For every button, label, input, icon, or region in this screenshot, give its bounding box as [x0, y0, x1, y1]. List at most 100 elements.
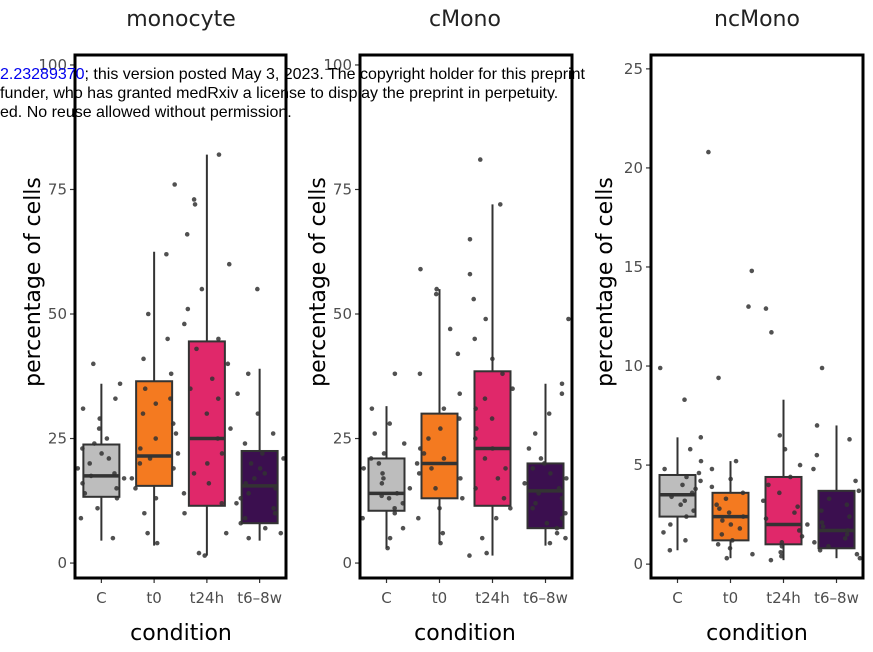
- data-point: [110, 535, 116, 541]
- data-point: [490, 446, 495, 451]
- data-point: [400, 500, 406, 506]
- data-point: [191, 471, 197, 476]
- data-point: [246, 535, 252, 541]
- data-point: [202, 553, 208, 558]
- data-point: [182, 510, 187, 516]
- data-point: [92, 441, 97, 446]
- data-point: [272, 510, 278, 516]
- doi-link[interactable]: 2.23289370: [0, 66, 85, 83]
- data-point: [779, 553, 784, 559]
- data-point: [460, 496, 465, 501]
- data-point: [544, 520, 550, 526]
- data-point: [563, 510, 568, 516]
- y-tick-label: 25: [333, 430, 352, 448]
- data-point: [215, 396, 221, 401]
- data-point: [682, 498, 688, 504]
- data-point: [262, 525, 268, 531]
- panel-ncmono: ncMono condition percentage of cells 0 5 1…: [593, 7, 865, 646]
- y-axis-title-cmono: percentage of cells: [306, 177, 331, 387]
- data-point: [691, 508, 696, 513]
- x-tick-label: t24h: [475, 589, 509, 607]
- data-point: [559, 381, 565, 387]
- data-point: [457, 416, 462, 421]
- data-point: [96, 426, 102, 431]
- data-point: [720, 518, 725, 523]
- y-tick-label: 10: [624, 357, 643, 375]
- data-point: [795, 504, 800, 509]
- data-point: [554, 525, 560, 531]
- box-cmono-3: [526, 462, 565, 530]
- data-point: [709, 466, 715, 472]
- data-point: [728, 476, 733, 482]
- data-point: [777, 433, 783, 438]
- data-point: [546, 411, 552, 416]
- data-point: [563, 535, 568, 541]
- data-point: [114, 496, 120, 501]
- data-point: [191, 197, 197, 202]
- data-point: [482, 396, 488, 401]
- data-point: [750, 551, 755, 557]
- data-point: [172, 182, 177, 187]
- data-point: [429, 466, 434, 471]
- data-point: [740, 490, 746, 496]
- data-point: [387, 535, 393, 541]
- panel-monocyte: monocyte condition percentage of cells 0…: [21, 7, 288, 646]
- data-point: [104, 436, 110, 441]
- data-point: [760, 498, 766, 504]
- data-point: [495, 476, 501, 481]
- data-point: [387, 421, 393, 426]
- data-point: [205, 461, 210, 466]
- data-point: [223, 530, 229, 536]
- data-point: [727, 545, 733, 551]
- data-point: [769, 330, 774, 335]
- data-point: [817, 547, 823, 553]
- data-point: [95, 505, 100, 511]
- data-point: [458, 476, 463, 481]
- data-point: [209, 376, 215, 382]
- data-point: [113, 396, 118, 401]
- box-cmono-0: [367, 457, 406, 512]
- data-point: [548, 471, 553, 476]
- data-point: [145, 311, 151, 317]
- data-point: [473, 426, 479, 431]
- data-point: [433, 291, 439, 297]
- data-point: [471, 296, 476, 302]
- data-point: [255, 286, 260, 292]
- x-tick-label: t6–8w: [814, 589, 859, 607]
- data-point: [559, 496, 565, 501]
- data-point: [97, 416, 103, 421]
- data-point: [472, 336, 478, 342]
- data-point: [820, 524, 826, 529]
- data-point: [717, 506, 722, 511]
- data-point: [248, 461, 254, 466]
- data-point: [400, 525, 406, 531]
- data-point: [826, 496, 832, 502]
- data-point: [368, 456, 374, 461]
- data-point: [749, 268, 755, 274]
- data-point: [238, 520, 244, 526]
- data-point: [184, 232, 190, 237]
- panel-frame-cmono: [358, 53, 574, 580]
- x-tick-label: C: [96, 589, 106, 607]
- data-point: [379, 481, 385, 486]
- data-point: [682, 397, 687, 403]
- data-point: [147, 456, 153, 461]
- data-point: [733, 458, 739, 464]
- data-point: [698, 435, 704, 440]
- data-point: [360, 515, 365, 521]
- panel-frame-monocyte: [73, 53, 288, 580]
- x-tick-label: t0: [723, 589, 738, 607]
- y-tick-label: 100: [323, 56, 352, 74]
- data-point: [662, 466, 667, 472]
- data-point: [441, 406, 447, 411]
- data-point: [407, 486, 413, 491]
- data-point: [417, 371, 423, 377]
- data-point: [137, 461, 143, 466]
- data-point: [114, 486, 119, 491]
- data-point: [501, 496, 507, 501]
- y-tick-label: 25: [624, 60, 643, 78]
- data-point: [385, 545, 390, 551]
- data-point: [698, 458, 704, 464]
- data-point: [696, 470, 702, 476]
